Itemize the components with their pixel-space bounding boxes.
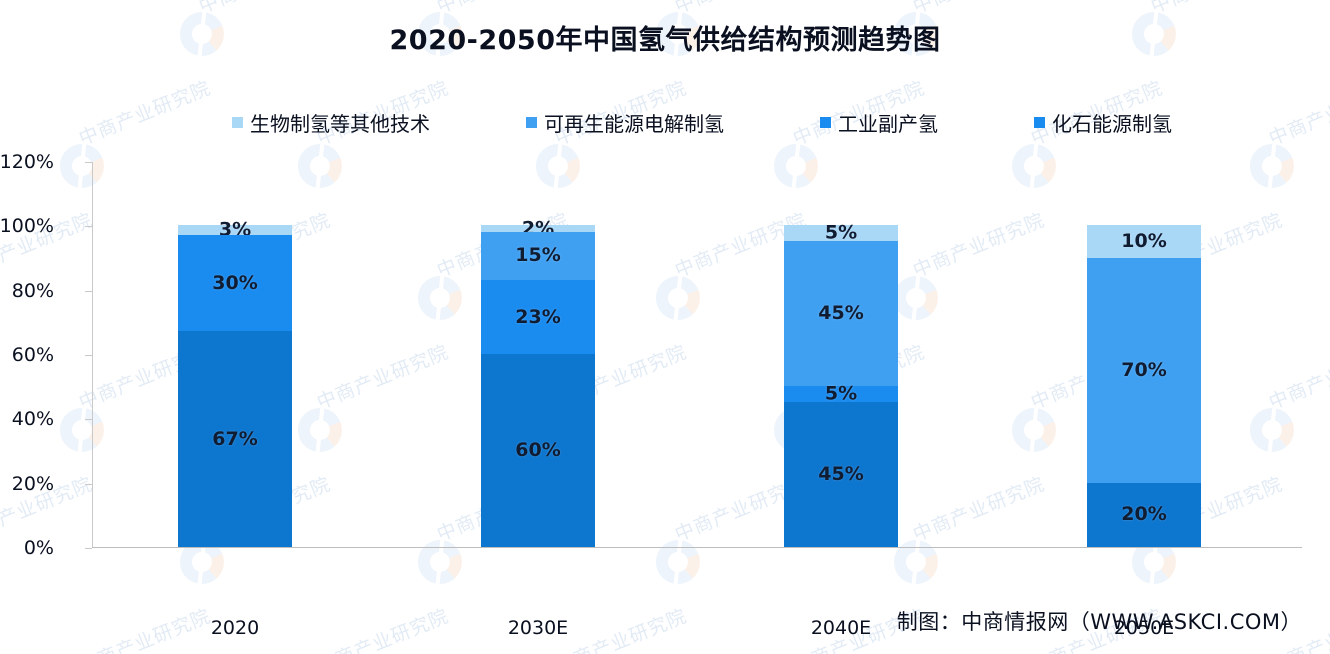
legend-label: 化石能源制氢 (1052, 112, 1172, 136)
bar-segment[interactable]: 30% (178, 234, 292, 332)
bar-segment[interactable]: 60% (481, 354, 595, 547)
bar-segment[interactable]: 5% (784, 382, 898, 405)
y-axis-tick-label: 40% (11, 408, 54, 431)
stacked-bar[interactable]: 10% 70% 20% (1087, 225, 1201, 547)
bar-segment-label: 23% (515, 305, 561, 328)
bar-segment[interactable]: 23% (481, 280, 595, 354)
legend-swatch-icon (526, 117, 537, 128)
bar-segment-label: 20% (1121, 503, 1167, 526)
bar-segment-label: 45% (818, 463, 864, 486)
bar-segment-label: 5% (824, 382, 858, 405)
legend-swatch-icon (820, 117, 831, 128)
bar-group: 5% 45% 5% 45% 2040E (784, 221, 898, 639)
chart-legend: 生物制氢等其他技术 可再生能源电解制氢 工业副产氢 化石能源制氢 (232, 108, 1172, 137)
bar-segment-label: 10% (1121, 229, 1167, 252)
bar-segment[interactable]: 45% (784, 402, 898, 547)
y-axis-tick-label: 100% (0, 215, 54, 238)
legend-swatch-icon (1034, 117, 1045, 128)
bar-segment[interactable]: 5% (784, 221, 898, 244)
y-axis-tick-label: 0% (23, 537, 54, 559)
x-axis-tick-label: 2020 (210, 617, 260, 640)
y-axis-tick-mark (85, 355, 92, 356)
bar-segment-label: 3% (218, 218, 252, 241)
y-axis-tick-label: 120% (0, 151, 54, 173)
x-axis-tick-label: 2040E (810, 617, 872, 640)
bar-segment-label: 45% (818, 302, 864, 325)
legend-swatch-icon (232, 117, 243, 128)
y-axis-tick-mark (85, 548, 92, 549)
legend-item[interactable]: 生物制氢等其他技术 (232, 108, 430, 137)
footer-credit: 制图：中商情报网（WWW.ASKCI.COM） (896, 610, 1302, 634)
legend-label: 工业副产氢 (838, 112, 938, 136)
y-axis-tick-mark (85, 419, 92, 421)
bar-group: 2% 15% 23% 60% 2030E (481, 219, 595, 639)
bar-segment[interactable]: 3% (178, 220, 292, 239)
y-axis-tick-label: 80% (11, 279, 54, 302)
chart-title: 2020-2050年中国氢气供给结构预测趋势图 (389, 25, 941, 56)
bar-group: 3% 30% 67% 2020 (178, 220, 292, 639)
legend-label: 生物制氢等其他技术 (250, 112, 430, 136)
bar-segment[interactable]: 20% (1087, 482, 1201, 547)
bar-segment-label: 15% (515, 244, 561, 267)
bar-segment-label: 30% (212, 271, 258, 294)
stacked-bar[interactable]: 5% 45% 5% 45% (784, 221, 898, 547)
legend-item[interactable]: 可再生能源电解制氢 (526, 108, 724, 137)
stacked-bar[interactable]: 2% 15% 23% 60% (481, 219, 595, 547)
bar-segment-label: 70% (1121, 358, 1167, 381)
y-axis-tick-label: 20% (11, 472, 54, 495)
legend-item[interactable]: 工业副产氢 (820, 108, 938, 137)
legend-item[interactable]: 化石能源制氢 (1034, 108, 1172, 137)
y-axis-line (92, 162, 93, 548)
bar-segment[interactable]: 67% (178, 331, 292, 547)
bar-segment-label: 67% (212, 427, 258, 450)
y-axis-tick-mark (85, 290, 92, 292)
bar-segment-label: 5% (824, 221, 858, 244)
x-axis-tick-label: 2030E (507, 617, 569, 640)
legend-label: 可再生能源电解制氢 (544, 112, 724, 136)
y-axis-tick-mark (85, 162, 92, 163)
bar-segment[interactable]: 70% (1087, 257, 1201, 483)
stacked-bar[interactable]: 3% 30% 67% (178, 220, 292, 547)
bar-segment[interactable]: 45% (784, 241, 898, 387)
bar-segment-label: 60% (515, 439, 561, 461)
x-axis-line (92, 547, 1302, 548)
bar-segment[interactable]: 15% (481, 231, 595, 281)
y-axis-tick-mark (85, 226, 92, 228)
y-axis-tick-label: 60% (11, 344, 54, 366)
plot-area: 0% 20% 40% 60% 80% 100% 120% 3% 30% 67% 2020 2% 15%… (0, 151, 1302, 639)
x-axis-tick-label: 2050E (1113, 617, 1175, 640)
bar-group: 10% 70% 20% 2050E (1087, 225, 1201, 639)
y-axis-tick-mark (85, 483, 92, 485)
bar-segment[interactable]: 10% (1087, 225, 1201, 258)
